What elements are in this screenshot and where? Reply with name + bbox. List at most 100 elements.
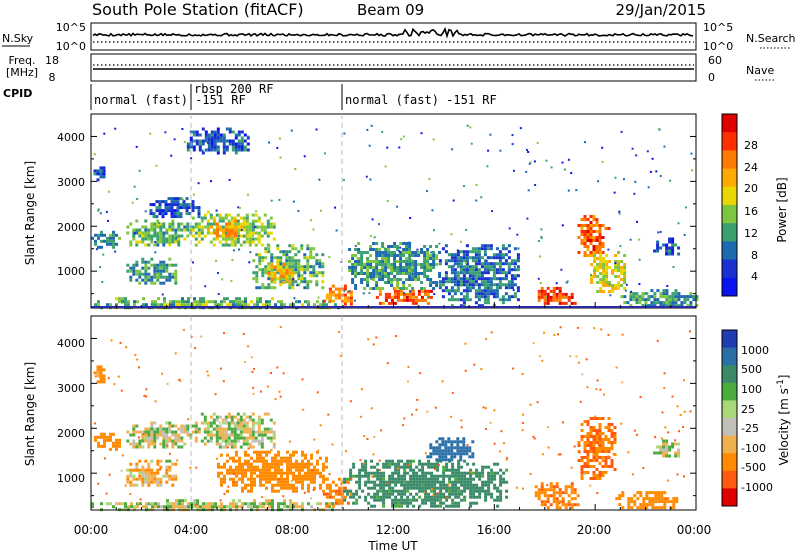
heatmap-cell [212, 427, 216, 431]
heatmap-cell [346, 492, 350, 496]
heatmap-cell [303, 286, 307, 290]
heatmap-cell [665, 295, 669, 299]
heatmap-cell [194, 436, 198, 440]
heatmap-cell [334, 483, 338, 487]
heatmap-cell [265, 486, 268, 490]
heatmap-cell [436, 462, 440, 466]
heatmap-cell [375, 287, 379, 290]
heatmap-cell [589, 233, 593, 236]
heatmap-cell [586, 459, 590, 462]
heatmap-cell [260, 234, 264, 238]
heatmap-cell [223, 465, 226, 469]
heatmap-cell [162, 275, 166, 279]
heatmap-cell [543, 491, 547, 495]
heatmap-cell [212, 412, 216, 416]
heatmap-cell [595, 236, 599, 239]
heatmap-cell [647, 295, 651, 299]
nsky-panel: N.Sky 10^5 10^0 10^5 10^0 N.Search [2, 21, 796, 53]
heatmap-cell [197, 234, 201, 238]
heatmap-cell [164, 131, 167, 134]
heatmap-cell [245, 240, 249, 244]
heatmap-cell [256, 450, 259, 454]
heatmap-cell [402, 284, 406, 287]
heatmap-cell [174, 474, 178, 478]
heatmap-cell [183, 141, 186, 144]
heatmap-cell [463, 284, 466, 287]
heatmap-cell [227, 433, 231, 437]
heatmap-cell [270, 372, 272, 374]
heatmap-cell [331, 495, 335, 499]
heatmap-cell [185, 206, 189, 210]
heatmap-cell [270, 253, 274, 257]
heatmap-cell [375, 251, 379, 254]
heatmap-cell [578, 451, 581, 454]
heatmap-cell [351, 257, 355, 260]
heatmap-cell [222, 148, 226, 152]
heatmap-cell [260, 222, 264, 226]
heatmap-cell [240, 229, 243, 231]
heatmap-cell [360, 269, 364, 272]
heatmap-cell [173, 209, 177, 213]
heatmap-cell [163, 300, 166, 304]
heatmap-cell [555, 485, 559, 489]
heatmap-cell [349, 296, 353, 300]
heatmap-cell [193, 300, 196, 304]
heatmap-cell [174, 436, 178, 440]
heatmap-cell [405, 251, 409, 254]
heatmap-cell [373, 435, 376, 438]
heatmap-cell [186, 145, 190, 149]
heatmap-cell [418, 459, 422, 463]
heatmap-cell [198, 133, 202, 137]
heatmap-cell [450, 443, 454, 447]
heatmap-cell [651, 491, 655, 495]
heatmap-cell [442, 471, 446, 475]
heatmap-cell [592, 471, 596, 474]
heatmap-cell [430, 504, 434, 508]
heatmap-cell [176, 209, 180, 213]
heatmap-cell [97, 209, 100, 212]
velocity-cbar-tick-500: 500 [741, 363, 762, 376]
heatmap-cell [337, 489, 341, 493]
colorbar-swatch [722, 365, 737, 384]
heatmap-cell [468, 298, 472, 302]
heatmap-cell [269, 216, 273, 220]
heatmap-cell [286, 462, 289, 466]
heatmap-cell [255, 280, 259, 284]
heatmap-cell [298, 300, 301, 304]
heatmap-cell [274, 462, 277, 466]
heatmap-cell [403, 291, 405, 294]
heatmap-cell [421, 501, 425, 505]
heatmap-cell [230, 415, 234, 419]
heatmap-cell [161, 293, 164, 296]
heatmap-cell [598, 417, 602, 420]
heatmap-cell [285, 268, 289, 272]
heatmap-cell [570, 172, 573, 174]
heatmap-cell [238, 465, 241, 469]
heatmap-cell [679, 414, 682, 416]
heatmap-cell [159, 477, 163, 481]
heatmap-cell [415, 492, 419, 496]
heatmap-cell [307, 489, 310, 493]
heatmap-cell [360, 254, 364, 257]
heatmap-cell [580, 435, 584, 438]
heatmap-cell [586, 254, 590, 257]
heatmap-cell [558, 502, 561, 505]
heatmap-cell [586, 230, 590, 233]
heatmap-cell [405, 242, 409, 245]
heatmap-cell [376, 492, 380, 496]
heatmap-cell [200, 237, 204, 241]
heatmap-cell [271, 456, 274, 460]
heatmap-cell [227, 439, 231, 443]
heatmap-cell [226, 453, 229, 457]
heatmap-cell [156, 269, 160, 273]
heatmap-cell [386, 362, 389, 365]
heatmap-cell [408, 263, 412, 266]
heatmap-cell [475, 471, 479, 475]
heatmap-cell [203, 216, 207, 220]
heatmap-cell [149, 212, 153, 216]
heatmap-cell [290, 129, 293, 132]
heatmap-cell [402, 281, 406, 284]
heatmap-cell [421, 468, 425, 472]
heatmap-cell [433, 477, 437, 481]
